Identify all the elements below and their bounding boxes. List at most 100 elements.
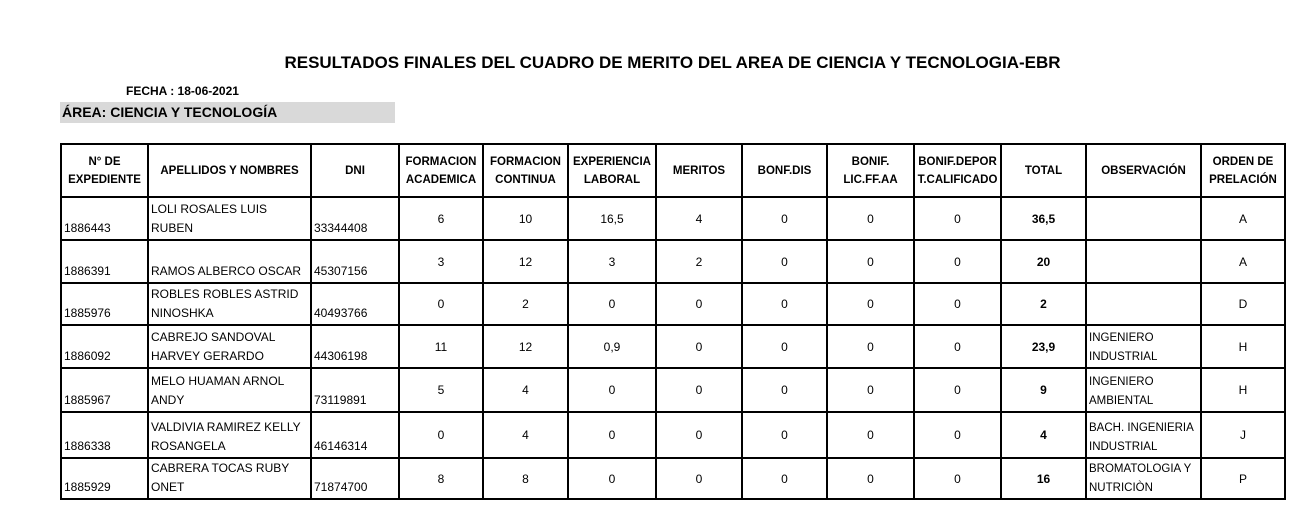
table-cell: 5 xyxy=(398,367,484,413)
table-cell: 23,9 xyxy=(1000,324,1087,369)
table-cell: 0 xyxy=(826,324,915,369)
table-cell: 1885929 xyxy=(60,457,149,500)
table-cell: 0 xyxy=(913,282,1002,326)
table-cell: 1885967 xyxy=(60,367,149,413)
table-cell: 12 xyxy=(482,324,569,369)
column-header: BONIF.DEPOR T.CALIFICADO xyxy=(913,143,1002,198)
table-cell: 33344408 xyxy=(310,196,400,241)
table-cell: 0 xyxy=(741,196,828,241)
table-cell: VALDIVIA RAMIREZ KELLY ROSANGELA xyxy=(147,411,312,459)
table-cell: 0 xyxy=(398,282,484,326)
table-cell: INGENIERO AMBIENTAL xyxy=(1085,367,1202,413)
table-cell: 0 xyxy=(826,457,915,500)
table-cell xyxy=(1085,196,1202,241)
table-cell: 0 xyxy=(826,367,915,413)
table-cell: A xyxy=(1200,196,1286,241)
table-cell: CABREJO SANDOVAL HARVEY GERARDO xyxy=(147,324,312,369)
table-cell: 0 xyxy=(913,367,1002,413)
table-cell: 6 xyxy=(398,196,484,241)
table-cell: 0 xyxy=(567,457,657,500)
table-cell: 0 xyxy=(398,411,484,459)
table-row: 1886443 LOLI ROSALES LUIS RUBEN 33344408 6 1… xyxy=(60,196,1286,241)
table-cell: 2 xyxy=(1000,282,1087,326)
table-cell: 4 xyxy=(1000,411,1087,459)
table-row: 1885929 CABRERA TOCAS RUBY ONET 71874700 8 8… xyxy=(60,457,1286,500)
table-cell: 2 xyxy=(482,282,569,326)
table-cell: 0 xyxy=(913,457,1002,500)
table-cell: LOLI ROSALES LUIS RUBEN xyxy=(147,196,312,241)
table-cell: 0 xyxy=(655,367,743,413)
table-cell: INGENIERO INDUSTRIAL xyxy=(1085,324,1202,369)
table-cell: 11 xyxy=(398,324,484,369)
column-header: TOTAL xyxy=(1000,143,1087,198)
table-cell: 1886443 xyxy=(60,196,149,241)
table-cell: 0 xyxy=(567,411,657,459)
table-cell: 0 xyxy=(567,367,657,413)
results-table: N° DE EXPEDIENTE APELLIDOS Y NOMBRES DNI FO… xyxy=(60,143,1286,500)
table-cell: 0 xyxy=(913,239,1002,284)
table-cell: 0 xyxy=(741,457,828,500)
column-header: FORMACION ACADEMICA xyxy=(398,143,484,198)
column-header: FORMACION CONTINUA xyxy=(482,143,569,198)
table-cell: 0 xyxy=(826,196,915,241)
page-title: RESULTADOS FINALES DEL CUADRO DE MERITO … xyxy=(284,53,1061,72)
column-header: MERITOS xyxy=(655,143,743,198)
table-row: 1885976 ROBLES ROBLES ASTRID NINOSHKA 4049… xyxy=(60,282,1286,326)
table-cell: 4 xyxy=(482,367,569,413)
table-cell: 16,5 xyxy=(567,196,657,241)
table-cell: 40493766 xyxy=(310,282,400,326)
table-row: 1885967 MELO HUAMAN ARNOL ANDY 73119891 5 4 0… xyxy=(60,367,1286,413)
table-row: 1886391 RAMOS ALBERCO OSCAR 45307156 3 12 3 2 0… xyxy=(60,239,1286,284)
table-cell: 44306198 xyxy=(310,324,400,369)
table-cell: 4 xyxy=(482,411,569,459)
table-cell: RAMOS ALBERCO OSCAR xyxy=(147,239,312,284)
table-cell: H xyxy=(1200,367,1286,413)
table-cell: D xyxy=(1200,282,1286,326)
column-header: N° DE EXPEDIENTE xyxy=(60,143,149,198)
table-cell: 73119891 xyxy=(310,367,400,413)
table-cell: 1886391 xyxy=(60,239,149,284)
table-cell: 71874700 xyxy=(310,457,400,500)
table-cell: J xyxy=(1200,411,1286,459)
table-cell: BROMATOLOGIA Y NUTRICIÒN xyxy=(1085,457,1202,500)
table-cell: 12 xyxy=(482,239,569,284)
table-cell: 0 xyxy=(741,367,828,413)
table-cell: 8 xyxy=(398,457,484,500)
table-cell: 0 xyxy=(655,411,743,459)
table-cell: 0 xyxy=(655,282,743,326)
table-cell: 2 xyxy=(655,239,743,284)
table-cell: 0 xyxy=(655,324,743,369)
column-header: EXPERIENCIA LABORAL xyxy=(567,143,657,198)
table-cell: 0 xyxy=(913,196,1002,241)
table-cell: 0 xyxy=(741,282,828,326)
table-cell: 0,9 xyxy=(567,324,657,369)
column-header: BONF.DIS xyxy=(741,143,828,198)
table-cell: 0 xyxy=(741,411,828,459)
area-label: ÁREA: CIENCIA Y TECNOLOGÍA xyxy=(60,102,395,123)
date-label: FECHA : 18-06-2021 xyxy=(126,84,239,98)
table-cell: 0 xyxy=(826,282,915,326)
table-cell: 0 xyxy=(741,324,828,369)
table-cell: 1886092 xyxy=(60,324,149,369)
table-cell: BACH. INGENIERIA INDUSTRIAL xyxy=(1085,411,1202,459)
table-cell xyxy=(1085,239,1202,284)
table-cell: 0 xyxy=(741,239,828,284)
table-cell xyxy=(1085,282,1202,326)
table-cell: 46146314 xyxy=(310,411,400,459)
column-header: APELLIDOS Y NOMBRES xyxy=(147,143,312,198)
table-cell: CABRERA TOCAS RUBY ONET xyxy=(147,457,312,500)
table-cell: 0 xyxy=(567,282,657,326)
table-cell: ROBLES ROBLES ASTRID NINOSHKA xyxy=(147,282,312,326)
table-cell: 10 xyxy=(482,196,569,241)
table-cell: 0 xyxy=(826,239,915,284)
table-row: 1886092 CABREJO SANDOVAL HARVEY GERARDO 44… xyxy=(60,324,1286,369)
column-header: ORDEN DE PRELACIÓN xyxy=(1200,143,1286,198)
table-cell: MELO HUAMAN ARNOL ANDY xyxy=(147,367,312,413)
table-cell: 0 xyxy=(655,457,743,500)
table-cell: 8 xyxy=(482,457,569,500)
table-cell: 20 xyxy=(1000,239,1087,284)
table-cell: 0 xyxy=(826,411,915,459)
table-cell: 0 xyxy=(913,324,1002,369)
table-cell: A xyxy=(1200,239,1286,284)
column-header: OBSERVACIÓN xyxy=(1085,143,1202,198)
